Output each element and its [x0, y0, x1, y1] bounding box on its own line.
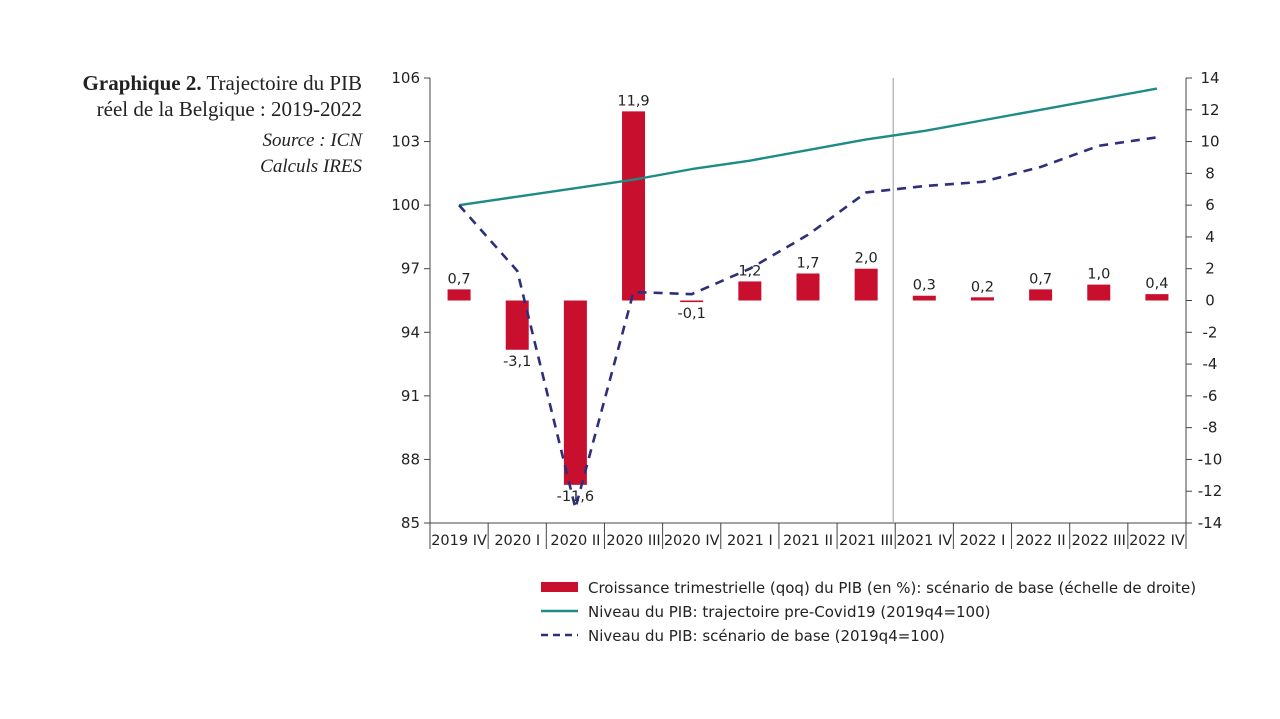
growth-bar: [1087, 284, 1111, 301]
legend-label: Niveau du PIB: scénario de base (2019q4=…: [588, 627, 945, 645]
right-tick-label: 2: [1205, 260, 1215, 278]
growth-bar: [447, 289, 471, 301]
x-tick-label: 2021 II: [783, 533, 833, 549]
growth-bar: [738, 281, 762, 301]
bar-data-label: -0,1: [678, 306, 706, 322]
pre-covid-trajectory-line: [458, 87, 1158, 207]
caption-title-bold: Graphique 2.: [82, 71, 202, 95]
right-tick-label: -6: [1203, 387, 1218, 405]
growth-bar: [912, 295, 936, 301]
left-tick-label: 103: [391, 133, 420, 151]
right-tick-label: -8: [1203, 419, 1218, 437]
growth-bar: [563, 300, 587, 485]
chart-caption: Graphique 2. Trajectoire du PIB réel de …: [83, 70, 362, 180]
growth-bar: [1029, 289, 1053, 301]
right-tick-label: 14: [1200, 69, 1219, 87]
growth-bar: [505, 300, 529, 350]
growth-bar: [1145, 294, 1169, 301]
right-tick-label: -2: [1203, 323, 1218, 341]
growth-bar: [622, 111, 646, 301]
caption-source-line: Source : ICN: [262, 130, 362, 151]
right-tick-label: 4: [1205, 228, 1215, 246]
bar-data-label: 1,0: [1087, 267, 1110, 283]
axes-group: 85 88 91 94 97 100 103 106 -14 -12 -10 -8 -6 -4 -2 0 2 4 6…: [391, 69, 1222, 549]
x-tick-label: 2020 II: [550, 533, 600, 549]
x-tick-label: 2022 I: [960, 533, 1006, 549]
growth-bar: [854, 268, 878, 301]
legend-label: Niveau du PIB: trajectoire pre-Covid19 (…: [588, 603, 991, 621]
right-tick-label: 8: [1205, 164, 1215, 182]
legend-swatch-bar: [541, 582, 578, 592]
caption-calc-line: Calculs IRES: [260, 156, 362, 177]
bar-data-label: 0,2: [971, 279, 994, 295]
bar-data-label: 0,4: [1145, 276, 1168, 292]
x-tick-label: 2022 IV: [1129, 533, 1185, 549]
x-tick-label: 2020 IV: [664, 533, 720, 549]
x-tick-label: 2021 IV: [896, 533, 952, 549]
left-tick-label: 88: [401, 450, 420, 468]
caption-title: Graphique 2. Trajectoire du PIB: [83, 70, 362, 96]
left-tick-label: 94: [401, 323, 420, 341]
caption-source: Source : ICN Calculs IRES: [83, 128, 362, 180]
bar-data-label: 0,7: [448, 271, 471, 287]
x-tick-label: 2022 III: [1072, 533, 1126, 549]
right-tick-label: 12: [1200, 101, 1219, 119]
x-tick-label: 2020 III: [606, 533, 660, 549]
x-tick-label: 2021 I: [727, 533, 773, 549]
growth-bar: [970, 297, 994, 301]
left-tick-label: 91: [401, 387, 420, 405]
bar-data-label: -3,1: [503, 354, 531, 370]
growth-bar: [796, 273, 820, 301]
legend: Croissance trimestrielle (qoq) du PIB (e…: [541, 579, 1196, 645]
bar-data-label: 1,2: [738, 263, 761, 279]
growth-bar: [680, 300, 704, 303]
caption-title-rest: Trajectoire du PIB: [206, 71, 362, 95]
bar-data-label: 2,0: [855, 251, 878, 267]
right-tick-label: 10: [1200, 133, 1219, 151]
left-tick-label: 106: [391, 69, 420, 87]
x-tick-label: 2021 III: [839, 533, 893, 549]
bar-data-label: -11,6: [557, 489, 595, 505]
x-tick-label: 2022 II: [1016, 533, 1066, 549]
left-tick-label: 85: [401, 514, 420, 532]
right-tick-label: -14: [1198, 514, 1223, 532]
right-tick-label: -10: [1198, 450, 1223, 468]
baseline-scenario-line: [458, 136, 1158, 510]
bars-group: 0,7 -3,1 -11,6 11,9 -0,1 1,2 1,7 2,0 0,3 0,2 0,7 1,…: [448, 93, 1169, 504]
caption-title-line2: réel de la Belgique : 2019-2022: [96, 97, 362, 121]
right-tick-label: 6: [1205, 196, 1215, 214]
right-tick-label: 0: [1205, 292, 1215, 310]
bar-data-label: 11,9: [617, 93, 649, 109]
right-tick-label: -12: [1198, 482, 1223, 500]
legend-label: Croissance trimestrielle (qoq) du PIB (e…: [588, 579, 1196, 597]
lines-group: [458, 87, 1158, 510]
bar-data-label: 0,3: [913, 278, 936, 294]
right-tick-label: -4: [1203, 355, 1218, 373]
bar-data-label: 0,7: [1029, 271, 1052, 287]
x-tick-label: 2019 IV: [431, 533, 487, 549]
x-tick-label: 2020 I: [494, 533, 540, 549]
bar-data-label: 1,7: [796, 255, 819, 271]
left-tick-label: 97: [401, 260, 420, 278]
left-tick-label: 100: [391, 196, 420, 214]
